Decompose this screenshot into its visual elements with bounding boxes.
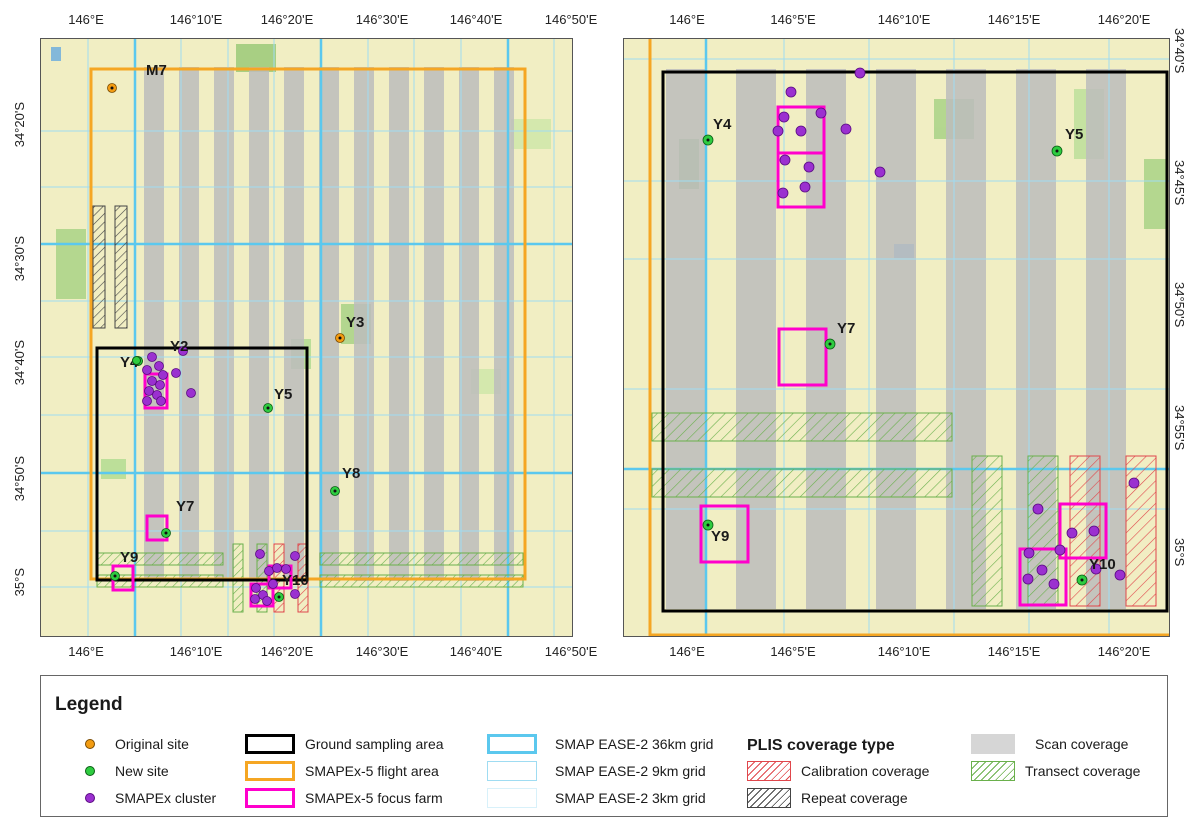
tick-label: 146°10'E xyxy=(877,644,931,659)
transect-coverage-icon xyxy=(971,761,1015,781)
scan-coverage-icon xyxy=(971,734,1015,754)
tick-label: 146°15'E xyxy=(987,644,1041,659)
tick-label: 146°20'E xyxy=(260,644,314,659)
grid-9km-icon xyxy=(487,761,537,781)
legend-label: Repeat coverage xyxy=(801,790,908,806)
focus-farm-icon xyxy=(245,788,295,808)
tick-label: 146°40'E xyxy=(449,12,503,27)
legend-item-scan-coverage: Scan coverage xyxy=(971,734,1128,754)
tick-label: 34°50'S xyxy=(1172,282,1187,328)
ground-sampling-area-icon xyxy=(245,734,295,754)
repeat-coverage xyxy=(92,205,128,329)
legend-label: SMAPEx cluster xyxy=(115,790,217,806)
tick-label: 146°50'E xyxy=(544,644,598,659)
legend-label: New site xyxy=(115,763,169,779)
repeat-coverage-icon xyxy=(747,788,791,808)
tick-label: 146°15'E xyxy=(987,12,1041,27)
ground-sampling-area-outline xyxy=(661,70,1169,613)
tick-label: 34°50'S xyxy=(12,456,27,502)
legend-item-ground-sampling-area: Ground sampling area xyxy=(245,734,444,754)
left-map-canvas xyxy=(41,39,572,636)
new-site-icon xyxy=(85,766,95,776)
original-site-icon xyxy=(85,739,95,749)
tick-label: 34°20'S xyxy=(12,102,27,148)
legend-label: SMAP EASE-2 9km grid xyxy=(555,763,706,779)
smapex-cluster-icon xyxy=(85,793,95,803)
tick-label: 34°55'S xyxy=(1172,405,1187,451)
tick-label: 146°E xyxy=(669,12,705,27)
tick-label: 146°E xyxy=(68,12,104,27)
legend-item-grid-9km: SMAP EASE-2 9km grid xyxy=(487,761,706,781)
legend-item-calibration-coverage: Calibration coverage xyxy=(747,761,929,781)
tick-label: 146°20'E xyxy=(1097,644,1151,659)
tick-label: 146°20'E xyxy=(1097,12,1151,27)
legend-label: Calibration coverage xyxy=(801,763,930,779)
tick-label: 146°5'E xyxy=(770,644,816,659)
legend: Legend Original site New site SMAPEx clu… xyxy=(40,675,1168,817)
tick-label: 34°30'S xyxy=(12,236,27,282)
legend-label: Transect coverage xyxy=(1025,763,1141,779)
tick-label: 34°40'S xyxy=(12,340,27,386)
tick-label: 146°E xyxy=(669,644,705,659)
tick-label: 146°E xyxy=(68,644,104,659)
grid-36km xyxy=(41,39,572,636)
legend-label: SMAP EASE-2 3km grid xyxy=(555,790,706,806)
tick-label: 146°5'E xyxy=(770,12,816,27)
ground-sampling-area-outline xyxy=(95,346,309,582)
tick-label: 146°10'E xyxy=(169,644,223,659)
legend-item-smapex-cluster: SMAPEx cluster xyxy=(83,790,216,806)
plis-heading: PLIS coverage type xyxy=(747,737,895,754)
transect-coverage xyxy=(651,412,1059,607)
legend-label: Original site xyxy=(115,736,189,752)
tick-label: 34°45'S xyxy=(1172,160,1187,206)
legend-item-transect-coverage: Transect coverage xyxy=(971,761,1140,781)
tick-label: 35°S xyxy=(1172,538,1187,567)
smapex-clusters xyxy=(142,346,300,606)
flight-area-icon xyxy=(245,761,295,781)
legend-item-original-site: Original site xyxy=(83,736,189,752)
tick-label: 146°50'E xyxy=(544,12,598,27)
legend-label: Scan coverage xyxy=(1035,736,1129,752)
new-site-marker-y2[interactable] xyxy=(132,356,141,365)
tick-label: 146°30'E xyxy=(355,12,409,27)
legend-label: Ground sampling area xyxy=(305,736,444,752)
legend-item-focus-farm: SMAPEx-5 focus farm xyxy=(245,788,443,808)
smapex-clusters xyxy=(772,67,1140,590)
tick-label: 146°10'E xyxy=(169,12,223,27)
grid-36km-icon xyxy=(487,734,537,754)
grid-9km xyxy=(41,39,572,636)
tick-label: 146°20'E xyxy=(260,12,314,27)
tick-label: 34°40'S xyxy=(1172,28,1187,74)
legend-item-repeat-coverage: Repeat coverage xyxy=(747,788,908,808)
tick-label: 35°S xyxy=(12,568,27,597)
legend-label: SMAPEx-5 focus farm xyxy=(305,790,443,806)
legend-label: SMAP EASE-2 36km grid xyxy=(555,736,714,752)
grid-3km-icon xyxy=(487,788,537,808)
tick-label: 146°10'E xyxy=(877,12,931,27)
right-map[interactable] xyxy=(623,38,1170,637)
left-map[interactable] xyxy=(40,38,573,637)
legend-label: SMAPEx-5 flight area xyxy=(305,763,439,779)
legend-title: Legend xyxy=(55,694,123,715)
legend-item-flight-area: SMAPEx-5 flight area xyxy=(245,761,439,781)
calibration-coverage-icon xyxy=(747,761,791,781)
legend-item-grid-3km: SMAP EASE-2 3km grid xyxy=(487,788,706,808)
tick-label: 146°30'E xyxy=(355,644,409,659)
legend-item-grid-36km: SMAP EASE-2 36km grid xyxy=(487,734,713,754)
tick-label: 146°40'E xyxy=(449,644,503,659)
right-map-canvas xyxy=(624,39,1169,636)
legend-item-new-site: New site xyxy=(83,763,169,779)
